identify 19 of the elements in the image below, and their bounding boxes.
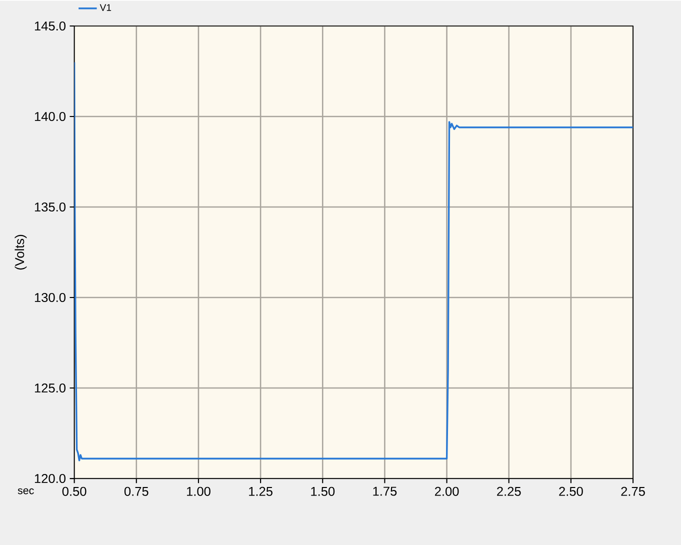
- y-axis-title: (Volts): [14, 234, 27, 270]
- y-tick-label: 130.0: [34, 292, 66, 302]
- legend-label: V1: [100, 4, 112, 11]
- y-tick-label: 120.0: [34, 474, 66, 483]
- y-tick-label: 145.0: [34, 21, 66, 30]
- x-axis-title: sec: [18, 488, 34, 494]
- x-tick-label: 2.00: [434, 486, 459, 496]
- x-tick-label: 1.75: [373, 486, 397, 496]
- y-tick-label: 135.0: [34, 202, 66, 212]
- x-tick-label: 1.00: [186, 486, 210, 496]
- y-tick-label: 125.0: [34, 383, 66, 392]
- y-tick-label: 140.0: [34, 112, 66, 121]
- x-tick-label: 1.25: [249, 486, 272, 496]
- x-tick-label: 2.25: [497, 486, 521, 496]
- x-tick-label: 2.50: [559, 486, 583, 496]
- x-tick-label: 0.75: [124, 486, 148, 496]
- x-tick-label: 2.75: [621, 486, 645, 496]
- x-tick-label: 1.50: [311, 486, 335, 496]
- x-tick-label: 0.50: [62, 486, 86, 496]
